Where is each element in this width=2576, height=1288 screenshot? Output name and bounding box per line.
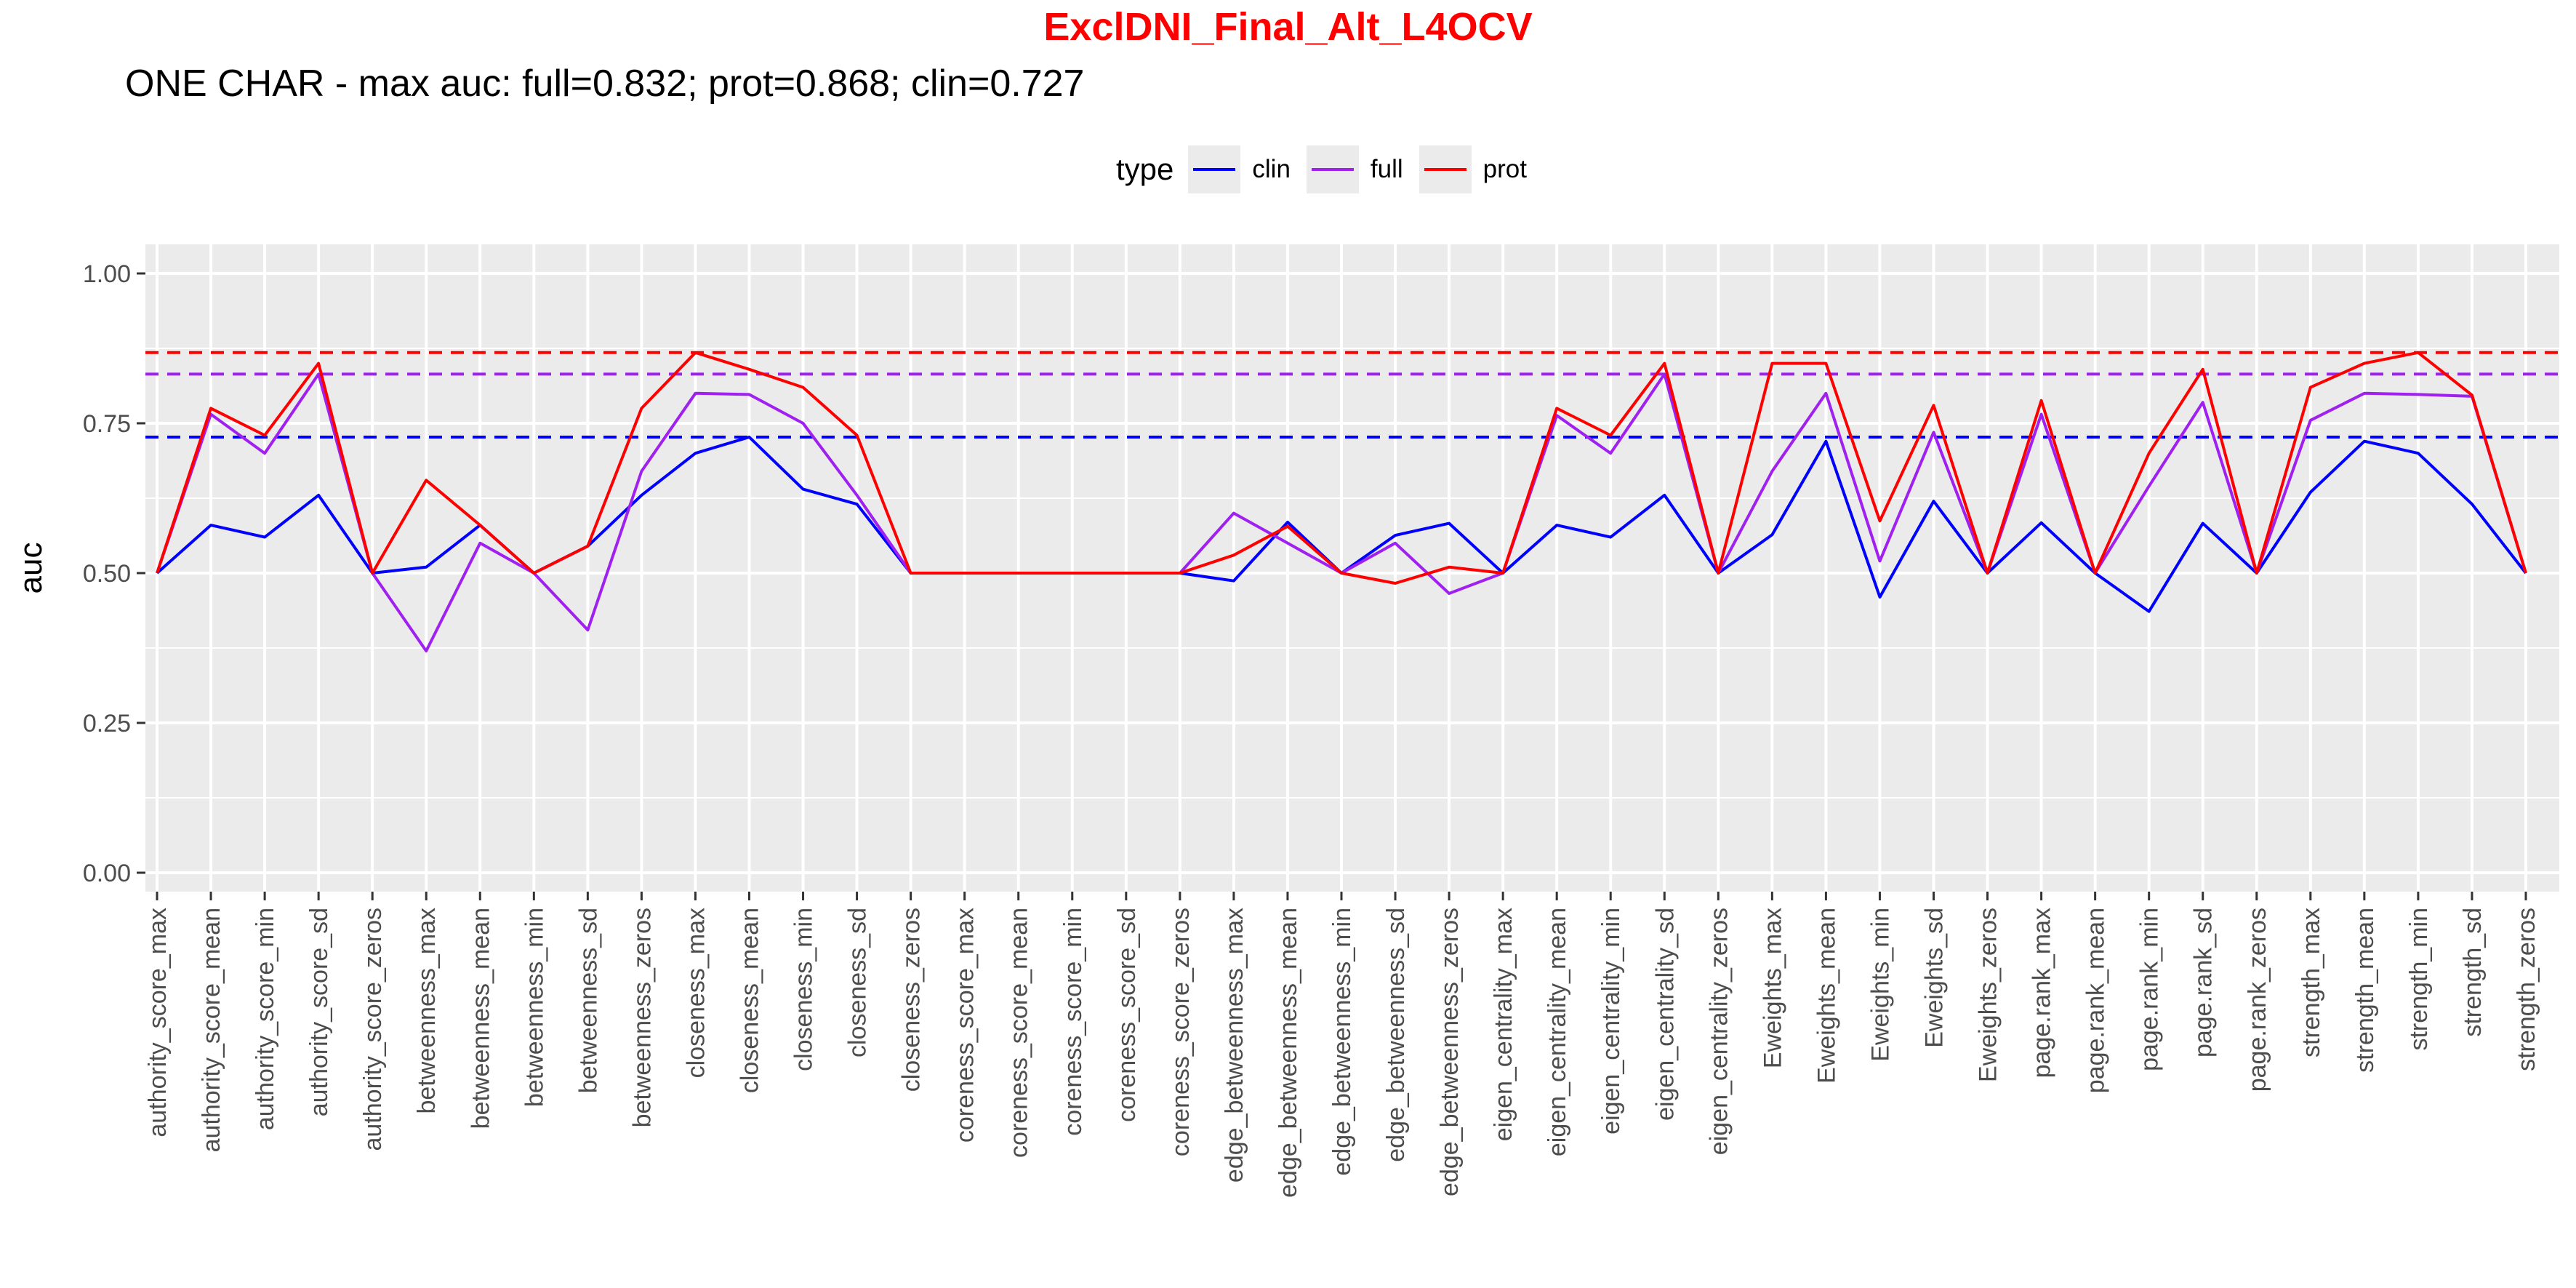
x-tick-label: Eweights_min xyxy=(1867,908,1895,1062)
x-tick-label: authority_score_sd xyxy=(305,908,333,1116)
legend-item-prot: prot xyxy=(1419,145,1527,193)
x-tick-label: coreness_score_max xyxy=(952,908,979,1143)
legend-swatch-prot xyxy=(1424,168,1466,171)
x-tick-label: eigen_centrality_sd xyxy=(1651,908,1679,1121)
x-tick-label: Eweights_sd xyxy=(1921,908,1949,1048)
x-tick-label: edge_betweenness_zeros xyxy=(1436,908,1464,1196)
grid-layer xyxy=(145,244,2559,892)
x-tick-label: strength_sd xyxy=(2459,908,2487,1037)
x-axis: authority_score_max authority_score_mean a… xyxy=(144,892,2540,1198)
x-tick-label: closeness_zeros xyxy=(898,908,926,1092)
legend-label-full: full xyxy=(1370,155,1403,183)
x-tick-label: closeness_max xyxy=(683,908,710,1078)
x-tick-label: strength_min xyxy=(2405,908,2433,1051)
x-tick-label: strength_max xyxy=(2298,908,2325,1057)
y-tick-label: 0.00 xyxy=(83,860,131,887)
y-axis: 0.00 0.25 0.50 0.75 1.00 xyxy=(83,260,145,887)
x-tick-label: authority_score_zeros xyxy=(359,908,387,1151)
x-tick-label: strength_zeros xyxy=(2513,908,2540,1071)
legend-key-clin xyxy=(1188,145,1241,193)
reference-lines xyxy=(145,351,2559,439)
x-tick-label: coreness_score_mean xyxy=(1006,908,1033,1158)
x-tick-label: authority_score_min xyxy=(252,908,279,1130)
x-tick-label: closeness_min xyxy=(790,908,818,1071)
x-tick-label: coreness_score_sd xyxy=(1113,908,1141,1122)
y-tick-label: 0.50 xyxy=(83,560,131,588)
x-tick-label: edge_betweenness_sd xyxy=(1382,908,1410,1162)
legend-swatch-full xyxy=(1311,168,1354,171)
x-tick-label: edge_betweenness_min xyxy=(1328,908,1356,1176)
x-tick-label: Eweights_max xyxy=(1759,908,1786,1068)
legend-key-prot xyxy=(1419,145,1472,193)
series-layer xyxy=(156,351,2527,653)
x-tick-label: authority_score_mean xyxy=(198,908,225,1152)
x-tick-label: eigen_centrality_min xyxy=(1597,908,1625,1135)
x-tick-label: betweenness_sd xyxy=(574,908,602,1093)
legend-swatch-clin xyxy=(1193,168,1236,171)
x-tick-label: closeness_sd xyxy=(844,908,872,1057)
x-tick-label: strength_mean xyxy=(2351,908,2379,1073)
x-tick-label: page.rank_sd xyxy=(2190,908,2218,1057)
legend-item-clin: clin xyxy=(1188,145,1291,193)
x-tick-label: betweenness_zeros xyxy=(628,908,656,1127)
x-tick-label: edge_betweenness_max xyxy=(1221,908,1248,1183)
legend-item-full: full xyxy=(1306,145,1403,193)
y-tick-label: 0.25 xyxy=(83,710,131,737)
chart-title: ExclDNI_Final_Alt_L4OCV xyxy=(1043,5,1533,49)
x-tick-label: Eweights_mean xyxy=(1813,908,1840,1084)
x-tick-label: betweenness_mean xyxy=(467,908,494,1129)
legend-key-full xyxy=(1306,145,1359,193)
series-line-prot xyxy=(156,351,2527,585)
x-tick-label: page.rank_min xyxy=(2136,908,2164,1071)
x-tick-label: coreness_score_zeros xyxy=(1167,908,1195,1156)
y-tick-label: 0.75 xyxy=(83,410,131,438)
x-tick-label: betweenness_min xyxy=(521,908,548,1107)
y-tick-label: 1.00 xyxy=(83,260,131,288)
x-tick-label: page.rank_max xyxy=(2029,908,2056,1078)
y-axis-title: auc xyxy=(13,543,49,594)
chart-subtitle: ONE CHAR - max auc: full=0.832; prot=0.8… xyxy=(125,63,1085,105)
x-tick-label: Eweights_zeros xyxy=(1975,908,2002,1082)
x-tick-label: page.rank_mean xyxy=(2082,908,2110,1093)
legend-label-clin: clin xyxy=(1252,155,1291,183)
x-tick-label: edge_betweenness_mean xyxy=(1275,908,1302,1198)
legend: type clin full prot xyxy=(1116,145,1543,193)
x-tick-label: eigen_centrality_max xyxy=(1490,908,1517,1141)
x-tick-label: eigen_centrality_mean xyxy=(1544,908,1571,1156)
x-tick-label: closeness_mean xyxy=(737,908,764,1093)
legend-label-prot: prot xyxy=(1482,155,1527,183)
x-tick-label: page.rank_zeros xyxy=(2244,908,2271,1092)
x-tick-label: eigen_centrality_zeros xyxy=(1705,908,1733,1155)
x-tick-label: coreness_score_min xyxy=(1059,908,1087,1136)
x-tick-label: betweenness_max xyxy=(413,908,441,1114)
x-tick-label: authority_score_max xyxy=(144,908,172,1137)
legend-title: type xyxy=(1116,152,1174,186)
